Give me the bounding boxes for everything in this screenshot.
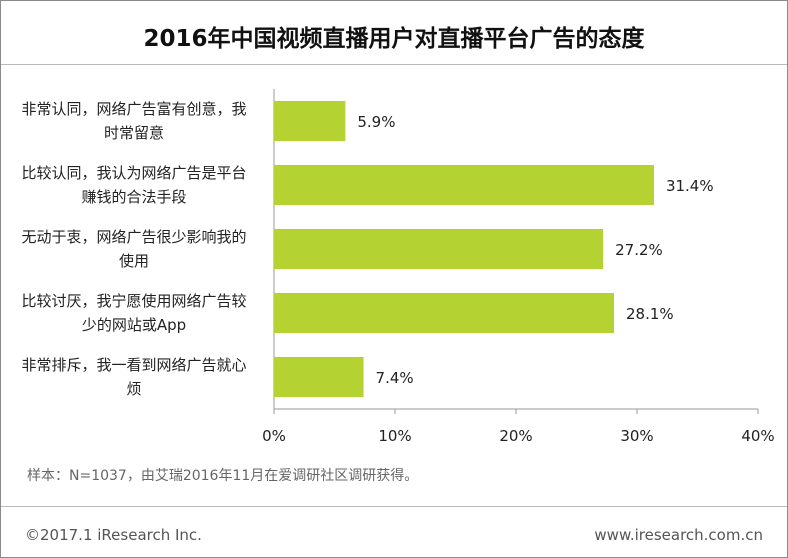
data-label: 27.2% [615, 241, 663, 259]
footer-divider [1, 506, 787, 507]
bar [274, 229, 604, 269]
x-tick-label: 30% [620, 427, 653, 445]
category-label: 赚钱的合法手段 [81, 188, 186, 206]
title-divider [1, 64, 787, 65]
category-label: 时常留意 [104, 124, 164, 142]
category-label: 烦 [126, 380, 141, 398]
bar [274, 101, 346, 141]
category-label: 无动于衷，网络广告很少影响我的 [21, 228, 246, 246]
category-label: 非常排斥，我一看到网络广告就心 [21, 356, 246, 374]
copyright-text: ©2017.1 iResearch Inc. [25, 526, 202, 544]
bar [274, 165, 654, 205]
data-label: 28.1% [626, 305, 674, 323]
x-tick-label: 20% [499, 427, 532, 445]
data-label: 31.4% [666, 177, 714, 195]
data-label: 5.9% [357, 113, 395, 131]
sample-note: 样本：N=1037，由艾瑞2016年11月在爱调研社区调研获得。 [27, 468, 419, 484]
bar [274, 357, 364, 397]
category-label: 非常认同，网络广告富有创意，我 [21, 100, 246, 118]
category-label: 使用 [119, 252, 149, 270]
category-label: 比较讨厌，我宁愿使用网络广告较 [21, 292, 246, 310]
bar [274, 293, 615, 333]
category-label: 比较认同，我认为网络广告是平台 [21, 164, 246, 182]
x-tick-label: 0% [262, 427, 286, 445]
data-label: 7.4% [376, 369, 414, 387]
chart-title: 2016年中国视频直播用户对直播平台广告的态度 [143, 26, 645, 52]
website-text: www.iresearch.com.cn [594, 526, 763, 544]
x-tick-label: 10% [378, 427, 411, 445]
category-label: 少的网站或App [82, 316, 186, 334]
x-tick-label: 40% [741, 427, 774, 445]
